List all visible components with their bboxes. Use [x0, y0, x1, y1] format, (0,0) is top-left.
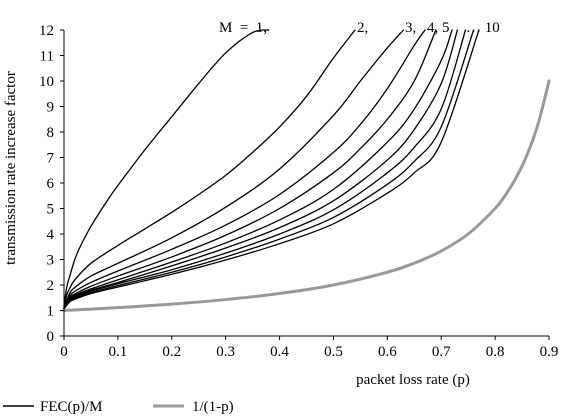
legend: FEC(p)/M 1/(1-p) [3, 399, 234, 415]
series-line-m8 [63, 29, 467, 310]
y-tick-label-6: 6 [47, 176, 55, 192]
x-tick-label-0.2: 0.2 [162, 344, 181, 360]
m-label-dots-10: … 10 [466, 20, 500, 36]
y-tick-label-5: 5 [47, 202, 55, 218]
x-tick-label-0: 0 [60, 344, 68, 360]
x-axis: 0 0.1 0.2 0.3 0.4 0.5 0.6 0.7 0.8 0.9 [60, 335, 559, 360]
x-axis-label: packet loss rate (p) [356, 372, 470, 388]
m-label-1: M = 1, [219, 20, 267, 36]
x-tick-label-0.8: 0.8 [486, 344, 505, 360]
x-tick-label-0.4: 0.4 [270, 344, 289, 360]
x-tick-label-0.3: 0.3 [216, 344, 235, 360]
y-tick-label-0: 0 [47, 329, 55, 345]
m-annotations: M = 1, 2, 3, 4, 5 … 10 [219, 20, 500, 36]
series-line-inverse [62, 79, 551, 312]
x-tick-label-0.7: 0.7 [432, 344, 451, 360]
plot-lines [62, 29, 551, 312]
x-tick-label-0.9: 0.9 [540, 344, 559, 360]
series-line-m2 [63, 29, 356, 308]
y-axis-label: transmission rate increase factor [3, 71, 19, 265]
y-tick-label-11: 11 [40, 49, 54, 65]
series-line-m3 [63, 29, 405, 309]
series-line-m6 [63, 29, 453, 310]
y-tick-label-12: 12 [39, 23, 54, 39]
x-tick-label-0.1: 0.1 [109, 344, 128, 360]
x-tick-label-0.5: 0.5 [324, 344, 343, 360]
legend-label-inverse: 1/(1-p) [192, 399, 234, 415]
series-line-m10 [63, 29, 480, 310]
series-line-m5 [63, 29, 437, 309]
series-line-m7 [63, 29, 459, 310]
y-tick-label-10: 10 [39, 74, 54, 90]
m-label-3: 3, [405, 20, 416, 36]
y-tick-label-3: 3 [47, 253, 55, 269]
series-line-m9 [63, 29, 475, 310]
y-tick-label-8: 8 [47, 125, 55, 141]
legend-label-fec: FEC(p)/M [40, 399, 103, 415]
m-label-4-5: 4, 5 [427, 20, 450, 36]
y-tick-label-9: 9 [47, 100, 55, 116]
series-line-m4 [63, 29, 426, 309]
y-tick-label-4: 4 [47, 227, 55, 243]
m-label-2: 2, [357, 20, 368, 36]
y-tick-label-7: 7 [47, 151, 55, 167]
y-tick-label-2: 2 [47, 278, 55, 294]
series-line-m1 [63, 29, 270, 307]
y-tick-label-1: 1 [47, 304, 55, 320]
x-tick-label-0.6: 0.6 [378, 344, 397, 360]
